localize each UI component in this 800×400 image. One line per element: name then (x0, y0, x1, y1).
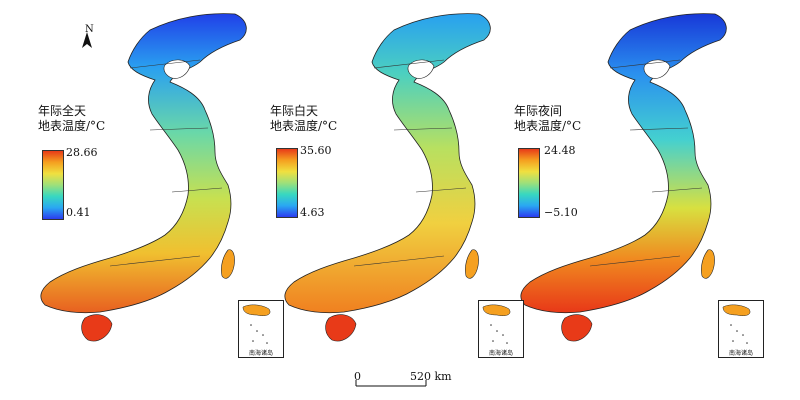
coastal-map (520, 13, 727, 342)
scale-end-label: 520 km (410, 370, 452, 383)
province-boundary (589, 255, 681, 267)
province-boundary (393, 127, 453, 131)
coastal-map (40, 13, 247, 342)
scale-zero-label: 0 (354, 370, 361, 383)
province-boundary (651, 187, 703, 193)
legend-title: 年际夜间 地表温度/°C (514, 104, 582, 133)
north-label: N (85, 24, 94, 35)
province-boundary (109, 255, 201, 267)
map-panel-nighttime (480, 0, 746, 370)
province-boundary (415, 187, 467, 193)
inset-label: 南海诸岛 (489, 350, 514, 357)
legend-color-ramp (518, 148, 540, 218)
south-china-sea-inset: 南海诸岛 (478, 300, 524, 358)
legend-title: 年际白天 地表温度/°C (270, 104, 338, 133)
south-china-sea-inset: 南海诸岛 (718, 300, 764, 358)
coastal-region (520, 13, 727, 314)
legend-color-ramp (42, 150, 64, 220)
hainan-island (561, 314, 593, 342)
south-china-sea-inset: 南海诸岛 (238, 300, 284, 358)
coastal-region (40, 13, 247, 314)
inset-label: 南海诸岛 (729, 350, 754, 357)
hainan-island (325, 314, 357, 342)
province-boundary (129, 59, 201, 69)
legend-min-value: 0.41 (66, 206, 91, 219)
coastal-map (284, 13, 491, 342)
legend-max-value: 35.60 (300, 144, 332, 157)
province-boundary (171, 187, 223, 193)
province-boundary (149, 127, 209, 131)
scale-bar (355, 380, 427, 387)
bohai-sea (407, 59, 435, 79)
map-panel-all-day (0, 0, 266, 370)
taiwan-island (701, 249, 715, 279)
legend-color-ramp (276, 148, 298, 218)
province-boundary (609, 59, 681, 69)
legend-max-value: 28.66 (66, 146, 98, 159)
coastal-region (284, 13, 491, 314)
legend-min-value: −5.10 (544, 206, 578, 219)
legend-title: 年际全天 地表温度/°C (38, 104, 106, 133)
province-boundary (373, 59, 445, 69)
bohai-sea (163, 59, 191, 79)
taiwan-island (221, 249, 235, 279)
inset-label: 南海诸岛 (249, 350, 274, 357)
province-boundary (353, 255, 445, 267)
map-panel-daytime (244, 0, 510, 370)
taiwan-island (465, 249, 479, 279)
hainan-island (81, 314, 113, 342)
legend-max-value: 24.48 (544, 144, 576, 157)
north-arrow-icon (82, 32, 92, 48)
bohai-sea (643, 59, 671, 79)
province-boundary (629, 127, 689, 131)
legend-min-value: 4.63 (300, 206, 325, 219)
